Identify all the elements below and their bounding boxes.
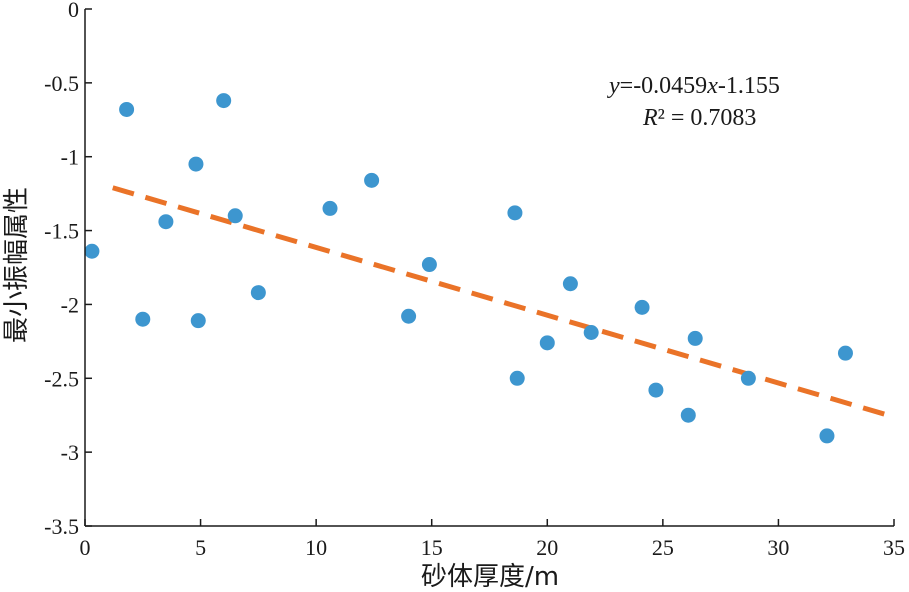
axes [84, 9, 894, 527]
data-point [216, 93, 232, 109]
x-tick-label: 25 [652, 535, 674, 560]
r-squared-value: ² = 0.7083 [658, 105, 757, 131]
trendline [112, 185, 891, 418]
y-tick-label: -1 [61, 145, 79, 170]
data-point [188, 156, 204, 172]
y-tick-label: -2.5 [44, 366, 79, 391]
data-point [583, 324, 599, 340]
y-tick-label: -2 [61, 292, 79, 317]
x-tick-label: 0 [80, 535, 91, 560]
data-point [562, 276, 578, 292]
ticks-layer: 0 5 10 15 20 25 30 35 0 -0.5 -1 -1.5 -2 -2.5 -3 -3.5 [44, 0, 905, 560]
x-tick-label: 5 [195, 535, 206, 560]
x-tick-label: 30 [767, 535, 789, 560]
data-point [740, 370, 756, 386]
regression-equation: y=-0.0459x-1.155 [607, 73, 780, 99]
data-point [421, 257, 437, 273]
equation-x-variable: x [706, 73, 718, 99]
y-tick-label: -1.5 [44, 219, 79, 244]
data-point [634, 299, 650, 315]
data-point [687, 330, 703, 346]
r-squared-variable: R [642, 105, 658, 131]
y-axis-title: 最小振幅属性 [2, 187, 32, 343]
x-tick-label: 10 [305, 535, 327, 560]
data-point [401, 308, 417, 324]
x-tick-label: 15 [421, 535, 443, 560]
data-point [509, 370, 525, 386]
y-tick-label: -3.5 [44, 514, 79, 539]
data-point [680, 407, 696, 423]
trendline-layer [112, 185, 891, 418]
y-tick-label: -0.5 [44, 71, 79, 96]
data-point [819, 428, 835, 444]
x-tick-label: 20 [536, 535, 558, 560]
data-point [158, 214, 174, 230]
data-point [648, 382, 664, 398]
equation-intercept: -1.155 [718, 73, 780, 99]
data-point [507, 205, 523, 221]
y-tick-label: 0 [68, 0, 79, 22]
r-squared-label: R² = 0.7083 [642, 105, 756, 131]
x-axis-title: 砂体厚度/m [421, 562, 559, 592]
data-point [364, 172, 380, 188]
data-point [84, 243, 100, 259]
data-point [539, 335, 555, 351]
data-point [322, 200, 338, 216]
y-tick-label: -3 [61, 440, 79, 465]
data-point [190, 313, 206, 329]
data-point [837, 345, 853, 361]
data-points-layer [84, 93, 853, 444]
data-point [227, 208, 243, 224]
data-point [135, 311, 151, 327]
x-tick-label: 35 [883, 535, 905, 560]
data-point [250, 285, 266, 301]
data-point [119, 101, 135, 117]
equation-y-variable: y [607, 73, 620, 99]
equation-coefficient: =-0.0459 [620, 73, 708, 99]
